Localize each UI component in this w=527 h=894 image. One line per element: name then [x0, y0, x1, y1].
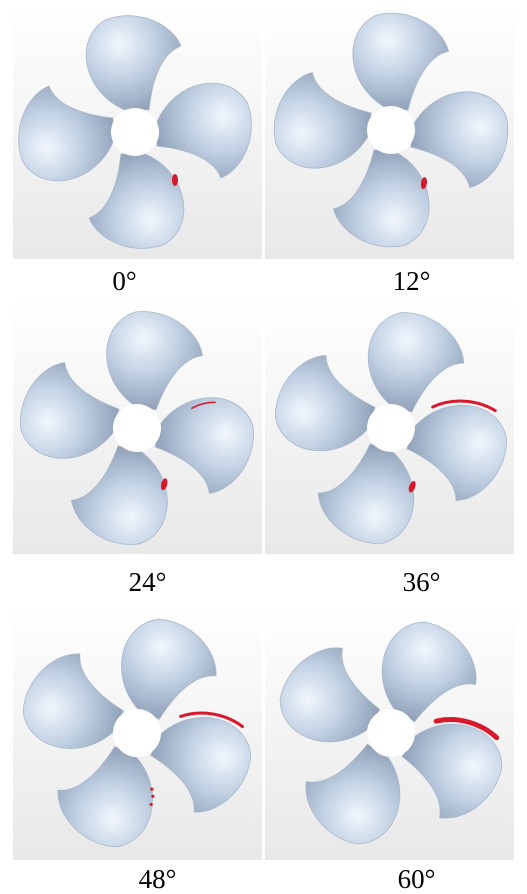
angle-caption: 48° — [138, 864, 177, 894]
cavitation-mark — [150, 787, 154, 791]
propeller-blade — [85, 15, 182, 111]
angle-caption: 24° — [128, 567, 167, 597]
propeller-blade — [275, 354, 376, 452]
propeller-image — [265, 4, 514, 259]
cavitation-mark — [149, 802, 153, 807]
propeller-blade — [279, 647, 381, 743]
angle-caption: 60° — [397, 864, 436, 894]
angle-caption: 36° — [402, 567, 441, 597]
propeller-image — [13, 4, 262, 259]
propeller-blade — [106, 311, 203, 411]
cavitation-mark — [179, 711, 244, 729]
propeller-blade — [401, 717, 503, 819]
propeller-blade — [18, 85, 114, 182]
propeller-blade — [367, 312, 465, 413]
cavitation-mark — [172, 174, 178, 186]
propeller-blade — [352, 12, 450, 111]
propeller-hub — [367, 404, 415, 452]
propeller-blade — [317, 443, 416, 544]
propeller-blade — [150, 711, 252, 813]
propeller-panel-36 — [265, 298, 514, 554]
propeller-hub — [367, 106, 415, 154]
propeller-blade — [410, 91, 509, 189]
propeller — [22, 618, 252, 848]
cavitation-mark — [151, 794, 155, 798]
propeller — [18, 15, 252, 249]
propeller-blade — [20, 362, 120, 459]
propeller-image — [265, 298, 514, 554]
propeller-blade — [273, 71, 372, 169]
propeller-hub — [111, 108, 159, 156]
propeller — [273, 12, 509, 248]
cavitation-mark — [408, 481, 416, 493]
propeller-panel-0 — [13, 4, 262, 259]
propeller-panel-60 — [265, 605, 514, 860]
propeller-blade — [88, 153, 185, 249]
propeller-image — [13, 605, 262, 860]
propeller-blade — [121, 618, 217, 720]
angle-caption: 12° — [392, 266, 431, 296]
propeller-hub — [113, 709, 161, 757]
propeller-blade — [305, 743, 401, 845]
propeller-panel-48 — [13, 605, 262, 860]
propeller-image — [265, 605, 514, 860]
propeller-blade — [381, 621, 477, 723]
propeller-blade — [57, 746, 155, 848]
propeller-blade — [156, 82, 252, 179]
propeller-panel-24 — [13, 298, 262, 554]
propeller-hub — [113, 404, 161, 452]
propeller-blade — [406, 399, 507, 502]
angle-caption: 0° — [112, 266, 137, 296]
propeller-blade — [22, 653, 124, 749]
propeller-panel-12 — [265, 4, 514, 259]
cavitation-mark — [433, 717, 500, 741]
propeller — [20, 311, 254, 545]
cavitation-mark — [420, 177, 428, 190]
cavitation-mark — [190, 401, 216, 410]
propeller-image — [13, 298, 262, 554]
propeller-blade — [154, 397, 254, 494]
propeller — [279, 621, 503, 845]
propeller-hub — [367, 709, 415, 757]
cavitation-mark — [431, 399, 497, 413]
propeller-blade — [71, 445, 168, 545]
propeller-blade — [332, 149, 430, 248]
cavitation-mark — [160, 478, 168, 491]
propeller — [275, 312, 507, 544]
